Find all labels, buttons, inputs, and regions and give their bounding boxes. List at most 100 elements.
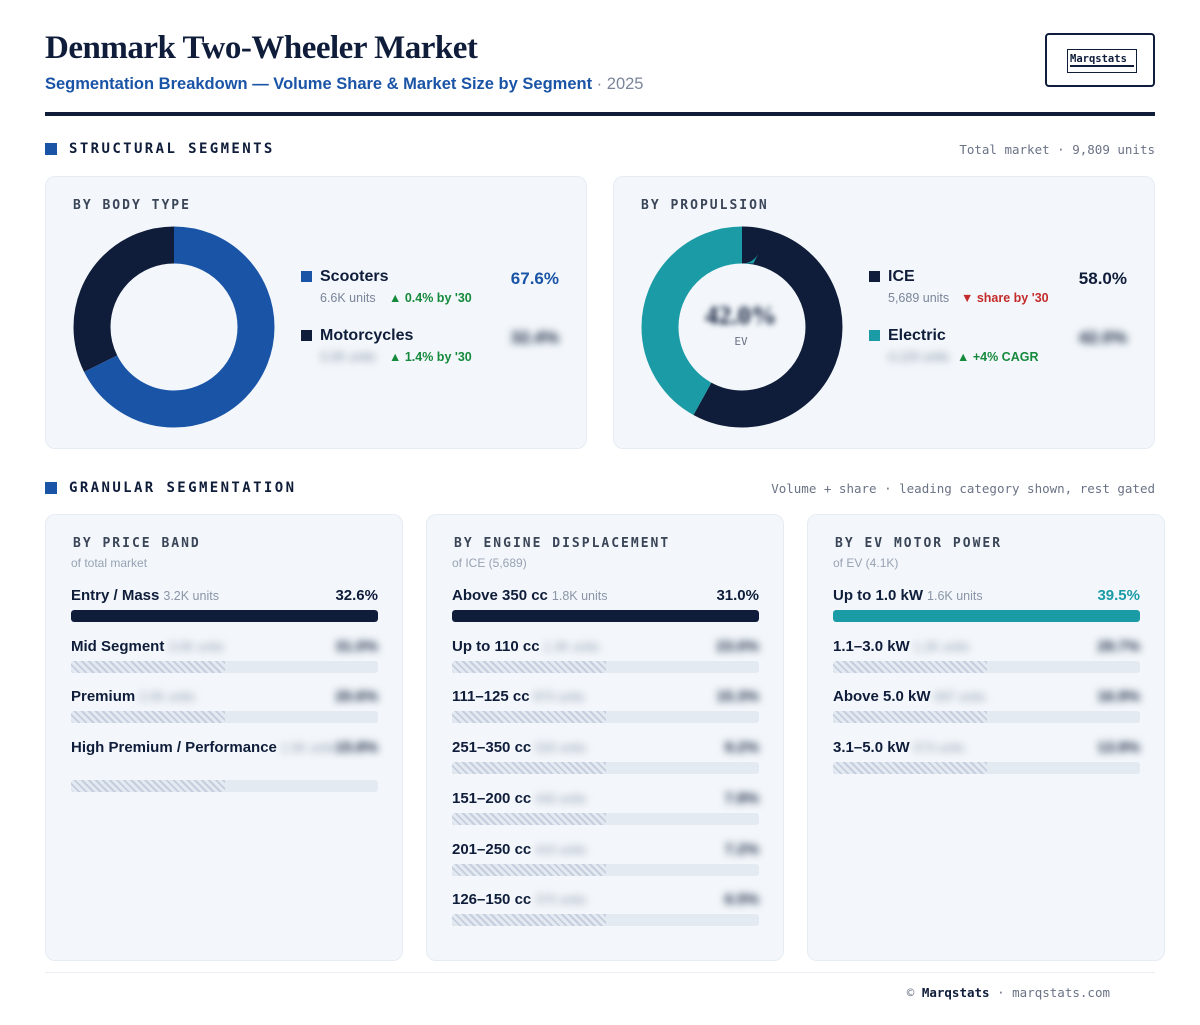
engine-row-bar-gated <box>452 660 606 673</box>
legend-pct-electric: 42.0% <box>1078 328 1127 347</box>
page-footer: © Marqstats · marqstats.com <box>907 985 1110 1000</box>
engine-row-label: 111–125 cc 870 units <box>452 688 584 705</box>
price-band-title: BY PRICE BAND <box>73 536 201 551</box>
engine-row-name: Above 350 cc <box>452 587 548 604</box>
engine-row-bar <box>452 660 759 673</box>
subtitle-year: 2025 <box>606 75 644 93</box>
legend-pct-ice: 58.0% <box>1078 269 1127 288</box>
propulsion-title: BY PROPULSION <box>641 198 769 213</box>
ev-motor-power-subtitle: of EV (4.1K) <box>833 556 899 570</box>
price-band-row-bar <box>71 780 378 793</box>
logo-frame: Marqstats <box>1067 49 1137 73</box>
engine-row-bar <box>452 610 759 622</box>
legend-swatch-ice <box>869 271 880 282</box>
price-band-row-units: 3.0K units <box>168 639 224 654</box>
price-band-card: BY PRICE BAND of total market Entry / Ma… <box>45 514 403 961</box>
footer-brand: Marqstats <box>921 985 990 1000</box>
engine-row-name: 151–200 cc <box>452 789 532 807</box>
engine-row-label: 126–150 cc 370 units <box>452 891 586 908</box>
propulsion-center-label: EV <box>734 335 748 348</box>
page-subtitle: Segmentation Breakdown — Volume Share & … <box>45 75 643 94</box>
engine-row-label: Up to 110 cc 1.3K units <box>452 638 599 655</box>
price-band-row-bar-gated <box>71 711 225 724</box>
brand-logo[interactable]: Marqstats <box>1045 33 1155 87</box>
ev-motor-row-pct: 39.5% <box>1097 587 1140 604</box>
engine-displacement-title: BY ENGINE DISPLACEMENT <box>454 536 671 551</box>
ev-motor-row-name: 3.1–5.0 kW <box>833 739 910 757</box>
engine-row-bar-gated <box>452 711 606 724</box>
engine-row-pct: 15.3% <box>716 688 759 706</box>
legend-swatch-motorcycles <box>301 330 312 341</box>
structural-section-title: STRUCTURAL SEGMENTS <box>69 141 275 157</box>
engine-row-label: 151–200 cc 440 units <box>452 790 586 807</box>
ev-motor-row-pct: 13.9% <box>1097 739 1140 757</box>
engine-row-name: 126–150 cc <box>452 891 532 909</box>
ev-motor-row-bar-gated <box>833 762 987 775</box>
legend-trend-motorcycles: ▲ 1.4% by '30 <box>389 350 472 364</box>
engine-row-label: 251–350 cc 520 units <box>452 739 586 756</box>
price-band-row-pct: 15.8% <box>335 739 378 757</box>
logo-underline <box>1070 65 1134 67</box>
engine-row-label: 201–250 cc 410 units <box>452 841 586 858</box>
price-band-row-name: Entry / Mass <box>71 587 160 604</box>
price-band-row-bar <box>71 711 378 724</box>
granular-section-header: GRANULAR SEGMENTATION Volume + share · l… <box>45 479 1155 499</box>
page-header: Denmark Two-Wheeler Market Segmentation … <box>45 30 1155 116</box>
legend-units-scooters: 6.6K units <box>320 291 376 305</box>
engine-row-units: 370 units <box>535 893 586 908</box>
ev-motor-row-pct: 16.9% <box>1097 688 1140 706</box>
engine-row-pct: 6.5% <box>724 891 759 909</box>
price-band-row-bar <box>71 610 378 622</box>
propulsion-center-value: 42.0% <box>705 301 777 330</box>
legend-name-electric: Electric <box>888 327 946 344</box>
engine-row-bar <box>452 812 759 825</box>
engine-row-bar-fill <box>452 610 759 622</box>
donut-slice-electric <box>641 226 843 428</box>
engine-row-name: Up to 110 cc <box>452 637 540 655</box>
engine-row-bar <box>452 914 759 927</box>
footer-site-link[interactable]: marqstats.com <box>1012 985 1110 1000</box>
price-band-row-label: Mid Segment 3.0K units <box>71 638 224 655</box>
engine-row-bar-gated <box>452 914 606 927</box>
engine-row-pct: 7.2% <box>724 840 759 858</box>
engine-row-pct: 7.8% <box>724 789 759 807</box>
legend-swatch-electric <box>869 330 880 341</box>
legend-units-motorcycles: 3.2K units <box>320 350 376 364</box>
subtitle-separator: · <box>596 75 603 93</box>
price-band-row-pct: 31.0% <box>335 637 378 655</box>
price-band-row-label: Entry / Mass 3.2K units <box>71 587 219 604</box>
engine-row-pct: 31.0% <box>716 587 759 604</box>
engine-row-units: 520 units <box>535 741 586 756</box>
engine-displacement-card: BY ENGINE DISPLACEMENT of ICE (5,689) Ab… <box>426 514 784 961</box>
engine-row-bar <box>452 762 759 775</box>
copyright-symbol: © <box>906 985 915 1000</box>
engine-row-units: 410 units <box>535 842 586 857</box>
engine-row-units: 1.8K units <box>551 589 608 603</box>
legend-trend-scooters: ▲ 0.4% by '30 <box>389 291 472 305</box>
ev-motor-row-label: Up to 1.0 kW 1.6K units <box>833 587 983 604</box>
engine-row-name: 201–250 cc <box>452 840 532 858</box>
ev-motor-row-bar <box>833 610 1140 622</box>
engine-row-name: 251–350 cc <box>452 739 532 757</box>
propulsion-donut <box>641 226 843 428</box>
legend-swatch-scooters <box>301 271 312 282</box>
legend-trend-ice: ▼ share by '30 <box>961 291 1049 305</box>
ev-motor-row-units: 573 units <box>913 741 965 756</box>
ev-motor-row-bar-gated <box>833 711 987 724</box>
ev-motor-power-card: BY EV MOTOR POWER of EV (4.1K) Up to 1.0… <box>807 514 1165 961</box>
ev-motor-row-label: Above 5.0 kW 697 units <box>833 688 985 705</box>
ev-motor-row-bar <box>833 762 1140 775</box>
engine-row-units: 1.3K units <box>543 639 600 654</box>
body-type-card: BY BODY TYPE Scooters 6.6K units ▲ 0.4% … <box>45 176 587 449</box>
section-marker-icon <box>45 143 57 155</box>
ev-motor-row-bar <box>833 711 1140 724</box>
engine-row-bar-gated <box>452 863 606 876</box>
engine-row-bar-gated <box>452 812 606 825</box>
price-band-row-pct: 20.6% <box>335 688 378 706</box>
engine-displacement-subtitle: of ICE (5,689) <box>452 556 527 570</box>
ev-motor-row-label: 3.1–5.0 kW 573 units <box>833 739 964 756</box>
price-band-subtitle: of total market <box>71 556 148 570</box>
structural-section-header: STRUCTURAL SEGMENTS Total market · 9,809… <box>45 140 1155 160</box>
price-band-row-units: 1.5K units <box>280 741 337 756</box>
legend-name-scooters: Scooters <box>320 268 389 285</box>
